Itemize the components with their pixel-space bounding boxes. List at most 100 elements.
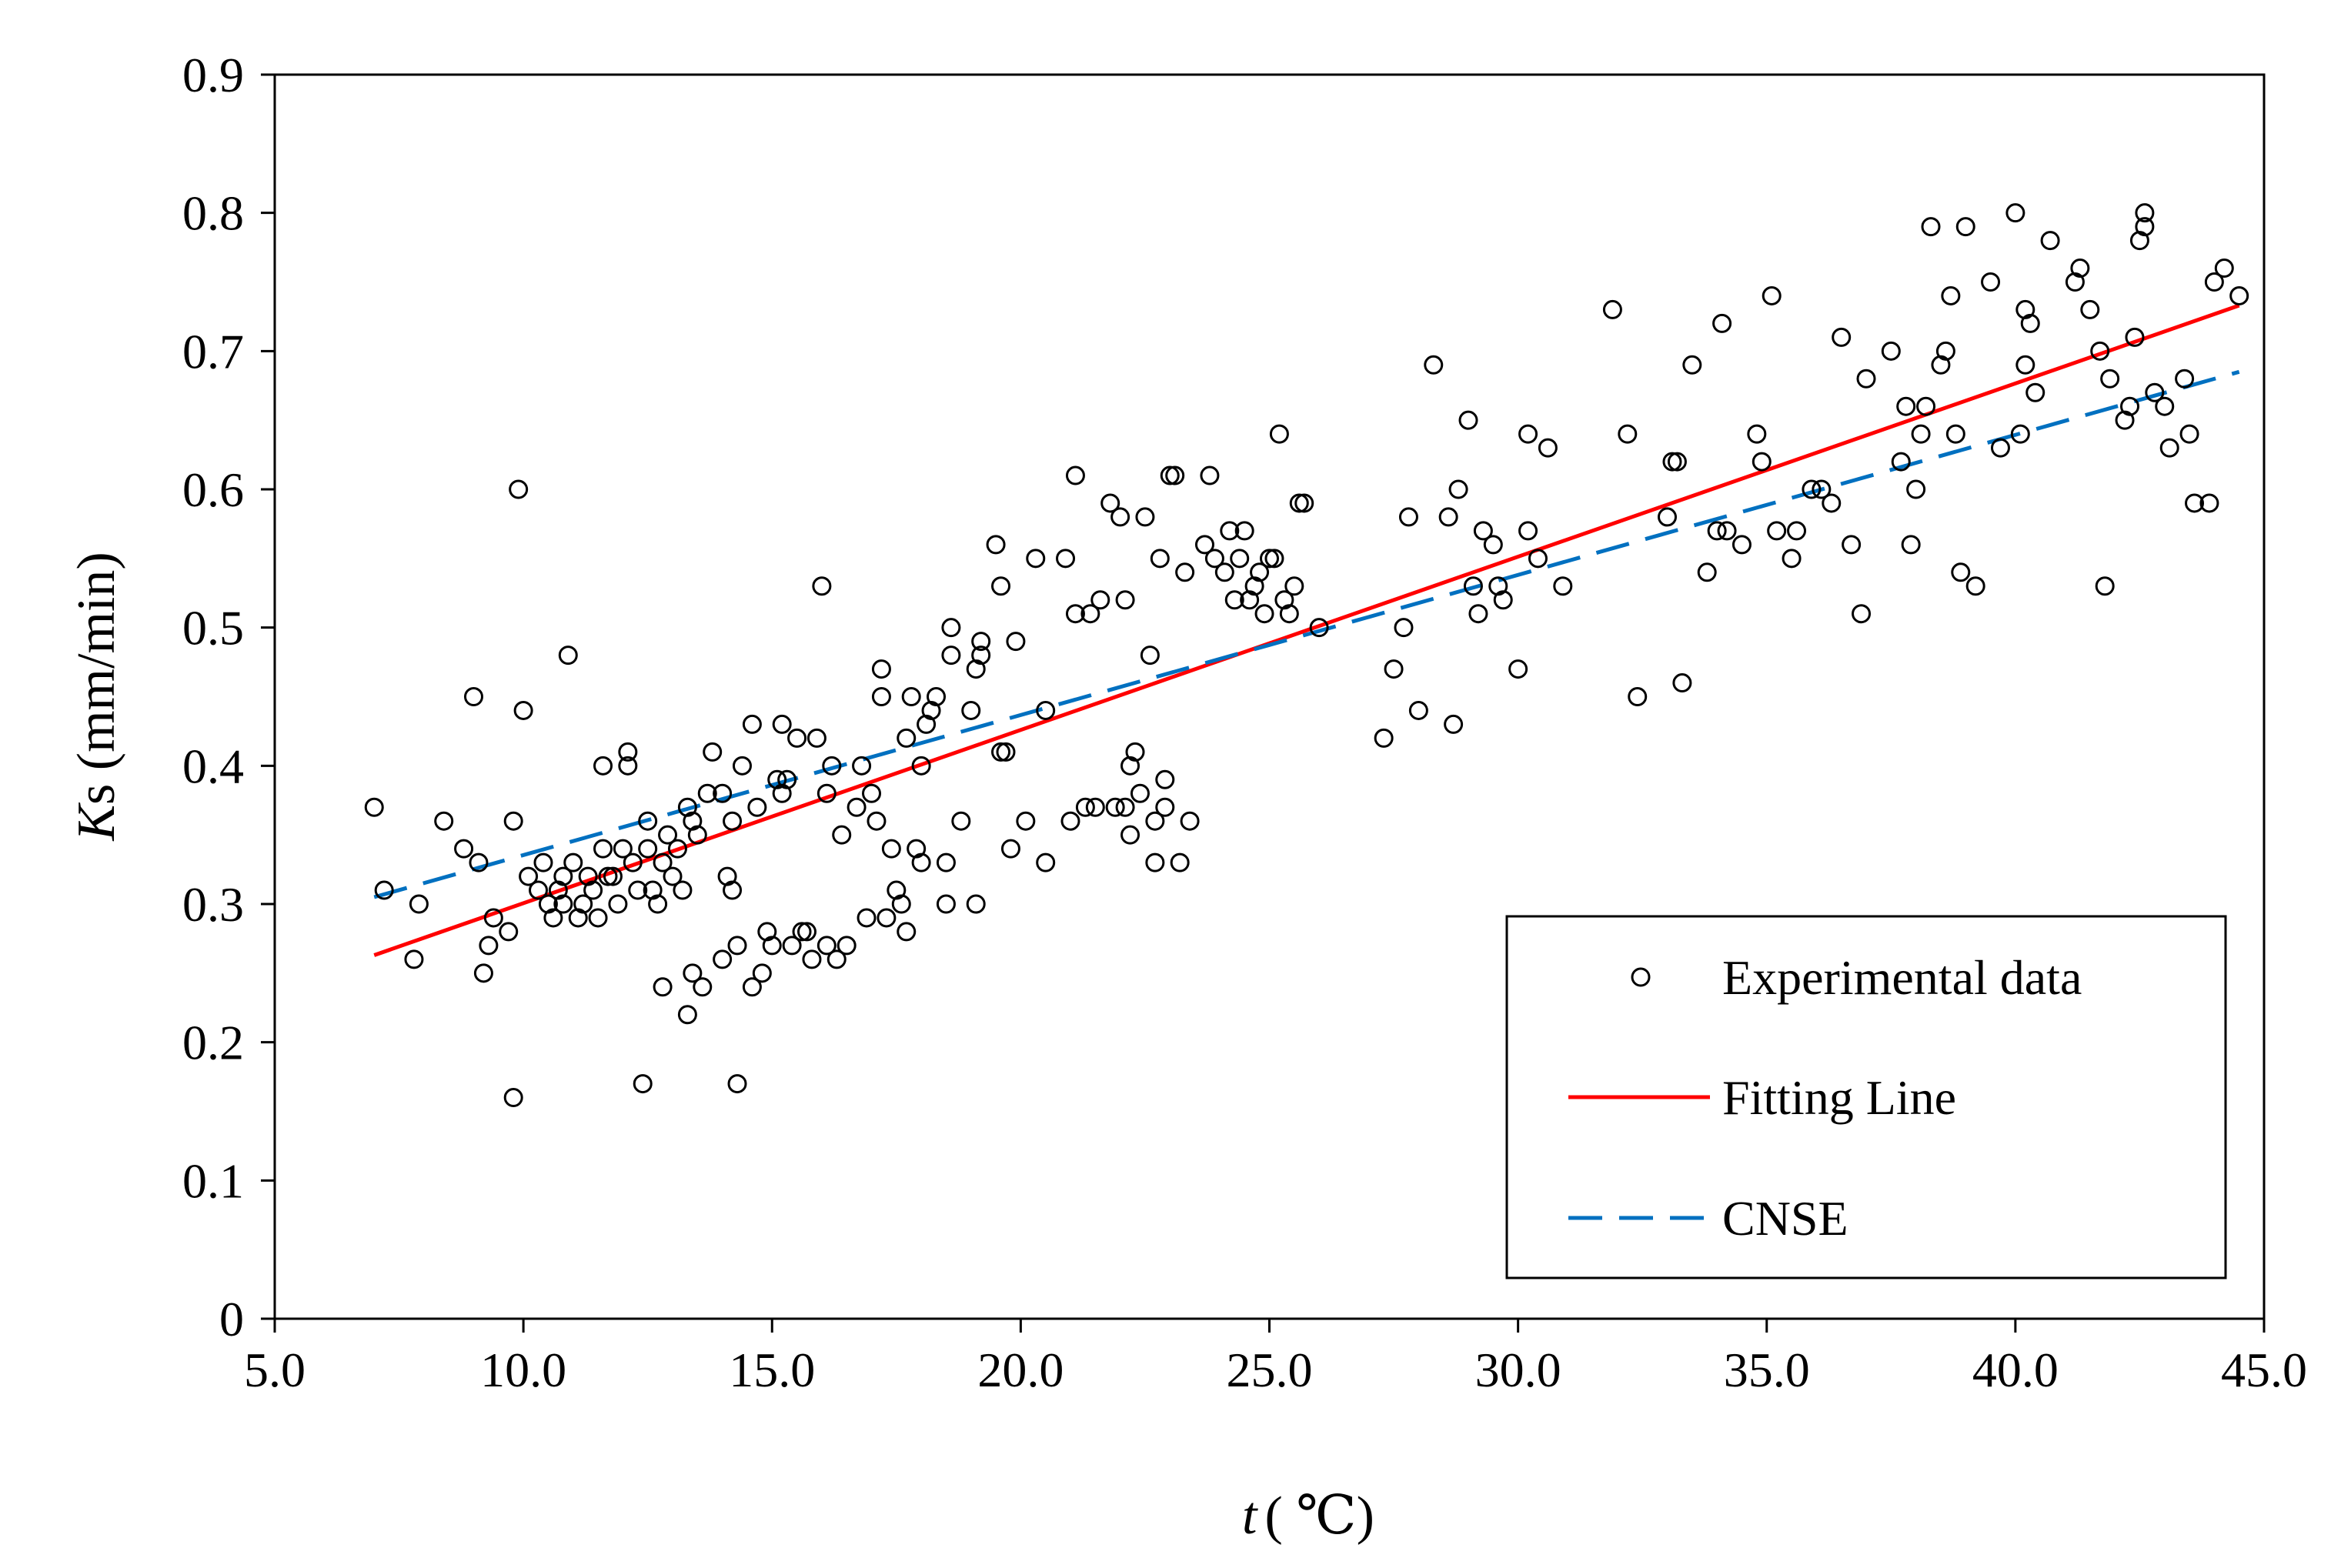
- data-point: [543, 908, 563, 928]
- data-point: [1065, 604, 1085, 624]
- data-point: [1026, 549, 1046, 569]
- data-point: [1105, 797, 1125, 817]
- data-point: [1990, 438, 2010, 458]
- data-point: [1075, 797, 1095, 817]
- x-axis: 5.0 10.0 15.0 20.0 25.0 30.0 35.0 40.0 45.0: [244, 1319, 2307, 1397]
- data-point: [732, 756, 752, 776]
- data-point: [1752, 452, 1772, 472]
- data-point: [1945, 424, 1965, 444]
- data-point: [603, 866, 623, 886]
- data-point: [2159, 438, 2179, 458]
- data-point: [499, 922, 519, 942]
- data-point: [1762, 285, 1782, 305]
- y-tick-label: 0.5: [182, 601, 244, 656]
- data-point: [991, 742, 1011, 762]
- data-point: [1160, 465, 1180, 485]
- data-point: [1438, 507, 1458, 527]
- data-point: [503, 1088, 523, 1108]
- data-point: [677, 1005, 697, 1025]
- data-point: [2015, 355, 2035, 375]
- data-point: [1145, 852, 1165, 872]
- data-point: [588, 908, 608, 928]
- y-tick-label: 0.9: [182, 48, 244, 102]
- data-point: [697, 783, 717, 803]
- data-point: [2025, 382, 2045, 402]
- data-point: [1856, 369, 1876, 389]
- y-tick-label: 0.6: [182, 462, 244, 517]
- data-point: [1120, 825, 1140, 845]
- data-point: [1662, 452, 1682, 472]
- data-point: [1135, 507, 1155, 527]
- data-point: [1155, 797, 1175, 817]
- x-axis-title-rest: ( ℃): [1265, 1486, 1374, 1546]
- x-tick-label: 5.0: [244, 1343, 306, 1397]
- data-point: [693, 977, 713, 997]
- data-point: [1802, 479, 1822, 499]
- x-tick-label: 10.0: [480, 1343, 566, 1397]
- data-point: [1448, 479, 1468, 499]
- data-point: [1891, 452, 1911, 472]
- data-point: [1981, 272, 2001, 292]
- data-point: [1036, 700, 1056, 720]
- data-point: [1130, 783, 1150, 803]
- data-point: [941, 646, 961, 666]
- data-point: [1832, 327, 1852, 347]
- data-point: [1090, 590, 1110, 610]
- data-point: [1528, 549, 1548, 569]
- data-point: [971, 632, 991, 652]
- data-point: [658, 825, 678, 845]
- data-point: [1941, 285, 1961, 305]
- data-point: [817, 936, 837, 956]
- data-point: [897, 728, 917, 748]
- data-point: [762, 936, 782, 956]
- data-point: [1618, 424, 1638, 444]
- data-point: [1140, 646, 1160, 666]
- data-point: [519, 866, 539, 886]
- x-tick-label: 40.0: [1972, 1343, 2059, 1397]
- data-point: [483, 908, 503, 928]
- y-tick-label: 0: [219, 1292, 244, 1346]
- data-point: [727, 936, 747, 956]
- data-point: [2010, 424, 2030, 444]
- cnse-line: [373, 369, 2240, 899]
- data-point: [638, 839, 658, 859]
- data-point: [2070, 259, 2090, 279]
- data-point: [454, 839, 474, 859]
- data-point: [752, 963, 772, 983]
- data-point: [1214, 562, 1234, 582]
- data-point: [927, 687, 947, 706]
- data-point: [513, 700, 533, 720]
- x-tick-label: 20.0: [977, 1343, 1064, 1397]
- data-point: [862, 783, 881, 803]
- data-point: [961, 700, 981, 720]
- data-point: [1951, 562, 1971, 582]
- data-point: [742, 714, 762, 734]
- data-point: [563, 852, 583, 872]
- data-point: [1518, 521, 1538, 541]
- data-point: [852, 756, 872, 776]
- data-point: [1553, 576, 1573, 596]
- x-tick-label: 15.0: [729, 1343, 815, 1397]
- data-point: [1921, 217, 1941, 237]
- data-point: [633, 1074, 653, 1094]
- x-tick-label: 30.0: [1475, 1343, 1561, 1397]
- data-point: [2175, 369, 2195, 389]
- data-point: [374, 880, 394, 900]
- data-point: [2005, 203, 2025, 223]
- data-point: [687, 825, 707, 845]
- data-point: [2229, 285, 2249, 305]
- data-point: [469, 852, 489, 872]
- data-point: [434, 811, 454, 831]
- data-point: [1155, 769, 1175, 789]
- y-axis: 0 0.1 0.2 0.3 0.4 0.5 0.6 0.7 0.8 0.9: [182, 48, 275, 1346]
- data-point: [673, 880, 693, 900]
- data-point: [2179, 424, 2199, 444]
- data-point: [1056, 549, 1076, 569]
- data-point: [871, 687, 891, 706]
- data-point: [593, 839, 613, 859]
- data-point: [1628, 687, 1648, 706]
- data-point: [573, 894, 593, 914]
- data-point: [901, 687, 921, 706]
- data-point: [951, 811, 971, 831]
